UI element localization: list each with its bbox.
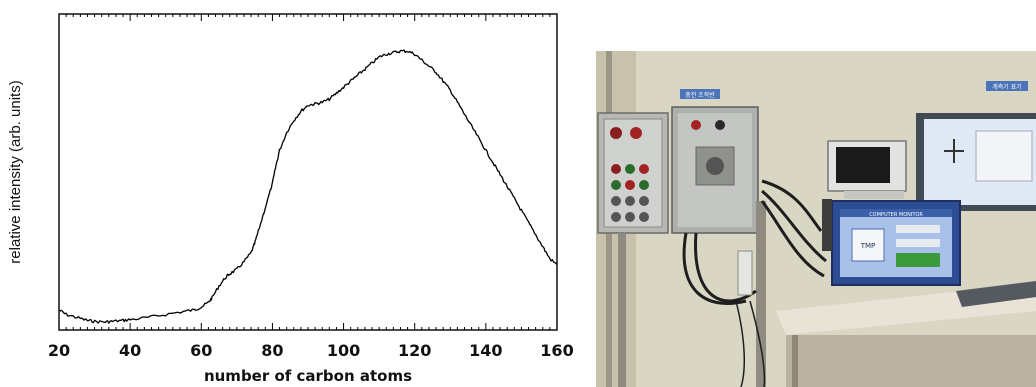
x-tick-label: 80 bbox=[261, 341, 283, 360]
control-box-middle bbox=[671, 106, 759, 234]
svg-text:계측기 표기: 계측기 표기 bbox=[992, 83, 1022, 91]
control-panel-left bbox=[597, 112, 669, 234]
series-line bbox=[58, 49, 558, 324]
svg-text:TMP: TMP bbox=[860, 242, 876, 250]
chart-panel: 20 40 60 80 100 120 140 160 number of carbon at… bbox=[7, 13, 574, 385]
tick-marks bbox=[58, 14, 558, 330]
x-tick-label: 120 bbox=[398, 341, 431, 360]
stand-leg-left bbox=[618, 233, 626, 387]
x-tick-label: 140 bbox=[469, 341, 502, 360]
chart-root: 20 40 60 80 100 120 140 160 number of carbon at… bbox=[7, 13, 574, 385]
power-strip bbox=[737, 250, 753, 296]
y-axis-title: relative intensity (arb. units) bbox=[7, 80, 24, 263]
x-tick-label: 60 bbox=[190, 341, 212, 360]
svg-text:COMPUTER MONITOR: COMPUTER MONITOR bbox=[869, 212, 923, 218]
wall-sign-right: 계측기 표기 bbox=[986, 81, 1028, 91]
small-display bbox=[827, 140, 907, 199]
stand-leg-right bbox=[756, 201, 766, 387]
x-tick-labels: 20 40 60 80 100 120 140 160 bbox=[48, 341, 574, 360]
dc-power-unit bbox=[822, 199, 832, 251]
svg-text:충전 조작반: 충전 조작반 bbox=[685, 91, 715, 99]
keyboard bbox=[956, 281, 1036, 307]
lab-equipment-photo: 충전 조작반 계측기 표기 bbox=[596, 51, 1036, 387]
computer-monitor bbox=[916, 113, 1036, 211]
x-tick-label: 160 bbox=[540, 341, 573, 360]
cable-bundle bbox=[682, 179, 827, 387]
x-tick-label: 40 bbox=[119, 341, 141, 360]
x-tick-label: 100 bbox=[327, 341, 360, 360]
x-tick-label: 20 bbox=[48, 341, 70, 360]
x-axis-title: number of carbon atoms bbox=[204, 367, 412, 385]
wall-sign-left: 충전 조작반 bbox=[680, 89, 720, 99]
plot-frame bbox=[58, 13, 558, 331]
touch-panel-controller: COMPUTER MONITOR TMP bbox=[831, 200, 961, 286]
desk bbox=[776, 283, 1036, 387]
